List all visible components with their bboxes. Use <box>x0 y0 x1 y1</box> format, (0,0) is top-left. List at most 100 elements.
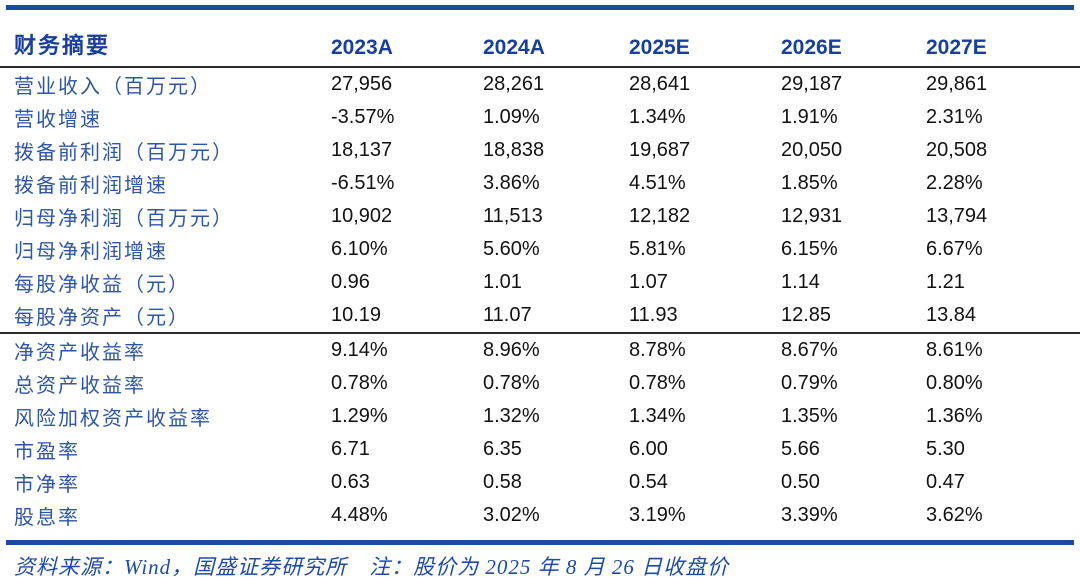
financial-table: 财务摘要 2023A 2024A 2025E 2026E 2027E 营业收入（… <box>0 10 1080 532</box>
cell-value: 12,182 <box>629 205 691 227</box>
cell-value: 12.85 <box>781 304 832 326</box>
cell-value: 0.63 <box>331 471 370 493</box>
cell-value: 28,641 <box>629 73 691 95</box>
cell-value: 20,508 <box>926 139 988 161</box>
row-label: 总资产收益率 <box>14 375 146 397</box>
row-label: 净资产收益率 <box>0 332 331 367</box>
row-label: 市盈率 <box>14 441 80 463</box>
cell-value: 10.19 <box>331 304 382 326</box>
cell-value: 0.78% <box>629 372 686 394</box>
row-label: 归母净利润增速 <box>14 241 168 263</box>
cell-value: 3.19% <box>629 504 686 526</box>
cell-value: 5.81% <box>629 238 686 260</box>
cell-value: 29,187 <box>781 73 843 95</box>
cell-value: 1.29% <box>331 405 388 427</box>
cell-value: 1.01 <box>483 271 522 293</box>
column-header-2025e: 2025E <box>629 10 781 68</box>
table-row: 总资产收益率 0.78% 0.78% 0.78% 0.79% 0.80% <box>0 367 1080 400</box>
cell-value: 19,687 <box>629 139 691 161</box>
column-header-2023a: 2023A <box>331 10 483 68</box>
cell-value: 1.07 <box>629 271 668 293</box>
cell-value: 1.21 <box>926 271 965 293</box>
cell-value: -3.57% <box>331 106 395 128</box>
cell-value: 10,902 <box>331 205 393 227</box>
cell-value: -6.51% <box>331 172 395 194</box>
cell-value: 11,513 <box>483 205 543 227</box>
cell-value: 6.00 <box>629 438 668 460</box>
cell-value: 1.91% <box>781 106 838 128</box>
cell-value: 4.48% <box>331 504 388 526</box>
cell-value: 8.96% <box>483 332 629 367</box>
cell-value: 1.34% <box>629 106 686 128</box>
cell-value: 28,261 <box>483 73 545 95</box>
row-label: 市净率 <box>14 474 80 496</box>
cell-value: 13,794 <box>926 205 988 227</box>
cell-value: 27,956 <box>331 73 393 95</box>
row-label: 营收增速 <box>14 109 102 131</box>
row-label: 拨备前利润（百万元） <box>14 142 234 164</box>
row-label: 拨备前利润增速 <box>14 175 168 197</box>
table-row: 股息率 4.48% 3.02% 3.19% 3.39% 3.62% <box>0 499 1080 532</box>
table-row: 市盈率 6.71 6.35 6.00 5.66 5.30 <box>0 433 1080 466</box>
cell-value: 2.31% <box>926 106 983 128</box>
table-row: 归母净利润（百万元） 10,902 11,513 12,182 12,931 1… <box>0 200 1080 233</box>
table-row: 拨备前利润（百万元） 18,137 18,838 19,687 20,050 2… <box>0 134 1080 167</box>
table-row: 营业收入（百万元） 27,956 28,261 28,641 29,187 29… <box>0 67 1080 101</box>
cell-value: 12,931 <box>781 205 843 227</box>
cell-value: 1.32% <box>483 405 540 427</box>
cell-value: 20,050 <box>781 139 843 161</box>
cell-value: 6.67% <box>926 238 983 260</box>
cell-value: 6.71 <box>331 438 370 460</box>
cell-value: 3.86% <box>483 172 540 194</box>
cell-value: 0.80% <box>926 372 983 394</box>
cell-value: 0.58 <box>483 471 522 493</box>
table-row: 净资产收益率 9.14% 8.96% 8.78% 8.67% 8.61% <box>0 332 1080 367</box>
cell-value: 13.84 <box>926 304 977 326</box>
cell-value: 29,861 <box>926 73 988 95</box>
cell-value: 1.14 <box>781 271 820 293</box>
cell-value: 6.35 <box>483 438 522 460</box>
column-header-2027e: 2027E <box>926 10 1080 68</box>
cell-value: 4.51% <box>629 172 686 194</box>
source-note: 资料来源：Wind，国盛证券研究所 注：股价为 2025 年 8 月 26 日收… <box>14 555 730 577</box>
cell-value: 0.50 <box>781 471 820 493</box>
table-row: 风险加权资产收益率 1.29% 1.32% 1.34% 1.35% 1.36% <box>0 400 1080 433</box>
cell-value: 1.34% <box>629 405 686 427</box>
table-row: 拨备前利润增速 -6.51% 3.86% 4.51% 1.85% 2.28% <box>0 167 1080 200</box>
table-header-row: 财务摘要 2023A 2024A 2025E 2026E 2027E <box>0 10 1080 68</box>
cell-value: 0.78% <box>483 372 540 394</box>
table-row: 市净率 0.63 0.58 0.54 0.50 0.47 <box>0 466 1080 499</box>
cell-value: 2.28% <box>926 172 983 194</box>
row-label: 风险加权资产收益率 <box>14 408 212 430</box>
row-label: 股息率 <box>14 507 80 529</box>
cell-value: 6.15% <box>781 238 838 260</box>
top-divider <box>6 5 1074 10</box>
cell-value: 3.62% <box>926 504 983 526</box>
cell-value: 0.96 <box>331 271 370 293</box>
table-title: 财务摘要 <box>0 10 331 68</box>
cell-value: 5.30 <box>926 438 965 460</box>
row-label: 营业收入（百万元） <box>14 76 212 98</box>
cell-value: 1.09% <box>483 106 540 128</box>
cell-value: 0.78% <box>331 372 388 394</box>
cell-value: 11.93 <box>629 304 678 326</box>
cell-value: 9.14% <box>331 332 483 367</box>
cell-value: 3.02% <box>483 504 540 526</box>
cell-value: 6.10% <box>331 238 388 260</box>
cell-value: 8.67% <box>781 332 926 367</box>
cell-value: 0.47 <box>926 471 965 493</box>
cell-value: 18,838 <box>483 139 545 161</box>
cell-value: 0.54 <box>629 471 668 493</box>
bottom-divider <box>6 540 1074 545</box>
cell-value: 8.61% <box>926 332 1080 367</box>
column-header-2024a: 2024A <box>483 10 629 68</box>
row-label: 每股净资产（元） <box>14 307 190 329</box>
column-header-2026e: 2026E <box>781 10 926 68</box>
cell-value: 5.66 <box>781 438 820 460</box>
row-label: 归母净利润（百万元） <box>14 208 234 230</box>
row-label: 每股净收益（元） <box>14 274 190 296</box>
cell-value: 18,137 <box>331 139 393 161</box>
table-row: 归母净利润增速 6.10% 5.60% 5.81% 6.15% 6.67% <box>0 233 1080 266</box>
cell-value: 1.36% <box>926 405 983 427</box>
